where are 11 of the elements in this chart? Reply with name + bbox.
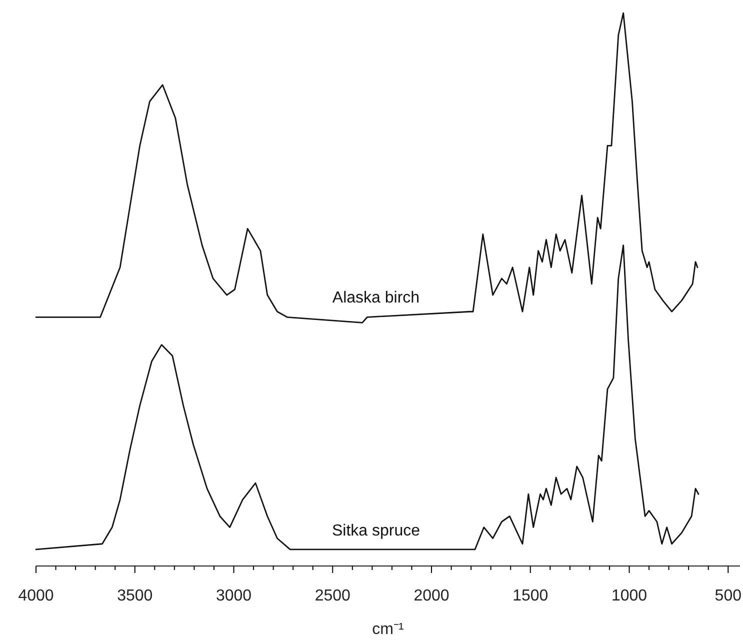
series-label: Sitka spruce xyxy=(332,522,420,540)
x-tick-label: 4000 xyxy=(18,588,54,605)
x-tick-label: 3500 xyxy=(117,588,153,605)
x-tick-label: 2500 xyxy=(314,588,351,605)
x-tick-label: 2000 xyxy=(414,588,450,605)
x-tick-label: 1500 xyxy=(512,588,548,605)
series-label: Alaska birch xyxy=(332,290,420,307)
x-axis-title: cm⁻¹ xyxy=(372,621,404,638)
x-tick-label: 3000 xyxy=(216,588,252,605)
x-tick-label: 1000 xyxy=(611,588,648,605)
x-tick-label: 500 xyxy=(714,588,742,605)
